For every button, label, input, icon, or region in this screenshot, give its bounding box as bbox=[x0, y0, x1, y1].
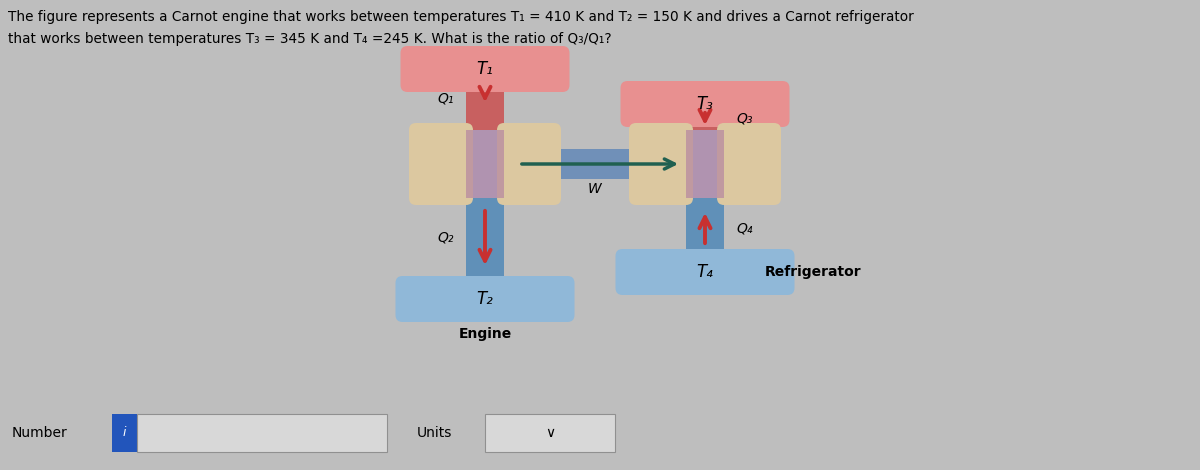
Text: Q₃: Q₃ bbox=[736, 112, 752, 126]
Bar bbox=[485, 414, 614, 452]
Bar bbox=[686, 120, 724, 130]
Bar bbox=[686, 198, 724, 256]
Bar bbox=[504, 149, 686, 179]
Text: Q₁: Q₁ bbox=[438, 92, 454, 106]
Text: W: W bbox=[588, 182, 602, 196]
FancyBboxPatch shape bbox=[616, 249, 794, 295]
FancyBboxPatch shape bbox=[409, 123, 473, 205]
Bar bbox=[112, 414, 137, 452]
Bar bbox=[466, 198, 504, 283]
Bar bbox=[137, 414, 386, 452]
Text: i: i bbox=[122, 426, 126, 439]
Bar bbox=[686, 130, 724, 198]
Text: Number: Number bbox=[12, 426, 67, 440]
Text: T₂: T₂ bbox=[476, 290, 493, 308]
FancyBboxPatch shape bbox=[620, 81, 790, 127]
Text: Engine: Engine bbox=[458, 327, 511, 341]
FancyBboxPatch shape bbox=[629, 123, 692, 205]
Text: T₄: T₄ bbox=[697, 263, 713, 281]
Text: Units: Units bbox=[418, 426, 452, 440]
Bar bbox=[466, 85, 504, 130]
Text: T₃: T₃ bbox=[697, 95, 713, 113]
FancyBboxPatch shape bbox=[497, 123, 562, 205]
Text: Refrigerator: Refrigerator bbox=[766, 265, 862, 279]
FancyBboxPatch shape bbox=[396, 276, 575, 322]
FancyBboxPatch shape bbox=[401, 46, 570, 92]
Text: The figure represents a Carnot engine that works between temperatures T₁ = 410 K: The figure represents a Carnot engine th… bbox=[8, 10, 913, 24]
Text: T₁: T₁ bbox=[476, 60, 493, 78]
Text: ∨: ∨ bbox=[545, 426, 556, 440]
Text: that works between temperatures T₃ = 345 K and T₄ =245 K. What is the ratio of Q: that works between temperatures T₃ = 345… bbox=[8, 32, 612, 46]
Text: Q₄: Q₄ bbox=[736, 221, 752, 235]
FancyBboxPatch shape bbox=[718, 123, 781, 205]
Bar bbox=[466, 130, 504, 198]
Text: Q₂: Q₂ bbox=[438, 231, 454, 245]
